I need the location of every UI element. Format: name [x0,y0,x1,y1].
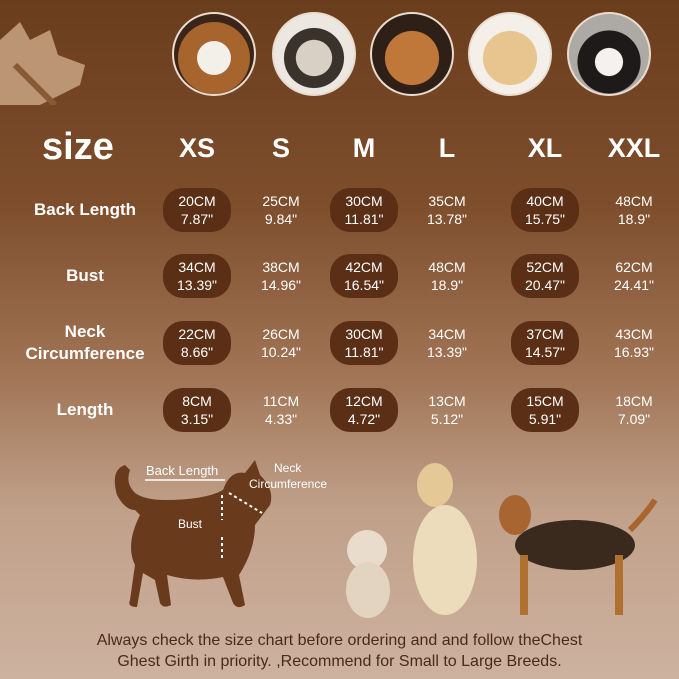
value-in: 8.66" [180,344,214,360]
value-cm: 11CM [262,393,300,409]
size-xs: XS [178,133,216,163]
value-in: 15.75" [524,211,565,227]
row-label-bust: Bust [66,266,104,285]
value-cm: 62CM [615,259,653,275]
neck-label-line1: Neck [274,461,302,475]
value-in: 5.12" [430,411,464,427]
value-in: 3.15" [180,411,214,427]
border-collie-photo [567,12,651,96]
size-l: L [438,133,456,163]
footer-line-2: Ghest Girth in priority. ,Recommend for … [117,653,562,670]
cell-bust-xxl: 62CM 24.41" [600,254,668,298]
cell-neck-circumference-l: 34CM 13.39" [413,321,481,365]
sample-dogs-photo [346,463,658,618]
value-cm: 48CM [615,193,653,209]
back-length-label: Back Length [146,463,219,478]
value-cm: 30CM [345,193,383,209]
value-cm: 43CM [615,326,653,342]
beagle-photo [172,12,256,96]
cocker-spaniel-photo [370,12,454,96]
cell-length-xxl: 18CM 7.09" [600,388,668,432]
value-in: 5.91" [528,411,562,427]
value-in: 18.9" [617,211,651,227]
cell-back-length-xs: 20CM 7.87" [163,188,231,232]
value-cm: 34CM [428,326,466,342]
size-s: S [271,133,291,163]
size-xxl: XXL [607,133,661,163]
value-cm: 52CM [526,259,564,275]
value-cm: 30CM [345,326,383,342]
value-in: 20.47" [524,277,565,293]
value-in: 7.09" [617,411,651,427]
value-in: 7.87" [180,211,214,227]
value-in: 9.84" [264,211,298,227]
cell-length-m: 12CM 4.72" [330,388,398,432]
cell-length-l: 13CM 5.12" [413,388,481,432]
value-in: 13.39" [426,344,467,360]
neck-label-line2: Circumference [249,477,328,491]
golden-retriever-photo [468,12,552,96]
cell-neck-circumference-xl: 37CM 14.57" [511,321,579,365]
value-cm: 42CM [345,259,383,275]
value-cm: 8CM [182,393,212,409]
cell-bust-s: 38CM 14.96" [247,254,315,298]
dog-logo-icon [0,22,85,105]
dog-silhouette-diagram [114,460,272,608]
value-cm: 22CM [178,326,216,342]
cell-back-length-m: 30CM 11.81" [330,188,398,232]
value-in: 13.78" [426,211,467,227]
cell-bust-m: 42CM 16.54" [330,254,398,298]
value-in: 13.39" [176,277,217,293]
cell-back-length-l: 35CM 13.78" [413,188,481,232]
french-bulldog-photo [272,12,356,96]
value-cm: 38CM [262,259,300,275]
cell-bust-l: 48CM 18.9" [413,254,481,298]
cell-neck-circumference-s: 26CM 10.24" [247,321,315,365]
value-cm: 12CM [345,393,383,409]
value-cm: 15CM [526,393,564,409]
value-cm: 40CM [526,193,564,209]
cell-neck-circumference-xxl: 43CM 16.93" [600,321,668,365]
row-label-length: Length [56,400,114,419]
cell-back-length-xl: 40CM 15.75" [511,188,579,232]
value-cm: 25CM [262,193,300,209]
value-in: 16.54" [343,277,384,293]
value-cm: 34CM [178,259,216,275]
value-in: 10.24" [260,344,301,360]
value-cm: 13CM [428,393,466,409]
row-label-neck-circumference: Neck Circumference [25,322,145,363]
cell-neck-circumference-m: 30CM 11.81" [330,321,398,365]
size-xl: XL [527,133,563,163]
value-in: 4.33" [264,411,298,427]
value-cm: 35CM [428,193,466,209]
size-m: M [352,133,376,163]
value-in: 14.96" [260,277,301,293]
value-cm: 26CM [262,326,300,342]
value-in: 14.57" [524,344,565,360]
footer-note: Always check the size chart before order… [0,630,679,672]
cell-back-length-s: 25CM 9.84" [247,188,315,232]
value-in: 16.93" [613,344,654,360]
cell-length-xl: 15CM 5.91" [511,388,579,432]
cell-bust-xl: 52CM 20.47" [511,254,579,298]
value-in: 4.72" [347,411,381,427]
size-heading: size [42,126,114,168]
footer-line-1: Always check the size chart before order… [96,632,583,649]
value-in: 11.81" [344,211,384,227]
value-in: 11.81" [344,344,384,360]
value-cm: 37CM [526,326,564,342]
cell-back-length-xxl: 48CM 18.9" [600,188,668,232]
value-cm: 20CM [178,193,216,209]
value-in: 24.41" [613,277,654,293]
value-in: 18.9" [430,277,464,293]
cell-neck-circumference-xs: 22CM 8.66" [163,321,231,365]
cell-length-s: 11CM 4.33" [247,388,315,432]
cell-length-xs: 8CM 3.15" [163,388,231,432]
value-cm: 18CM [615,393,653,409]
cell-bust-xs: 34CM 13.39" [163,254,231,298]
value-cm: 48CM [428,259,466,275]
bust-label: Bust [178,517,203,531]
row-label-back-length: Back Length [33,200,137,219]
